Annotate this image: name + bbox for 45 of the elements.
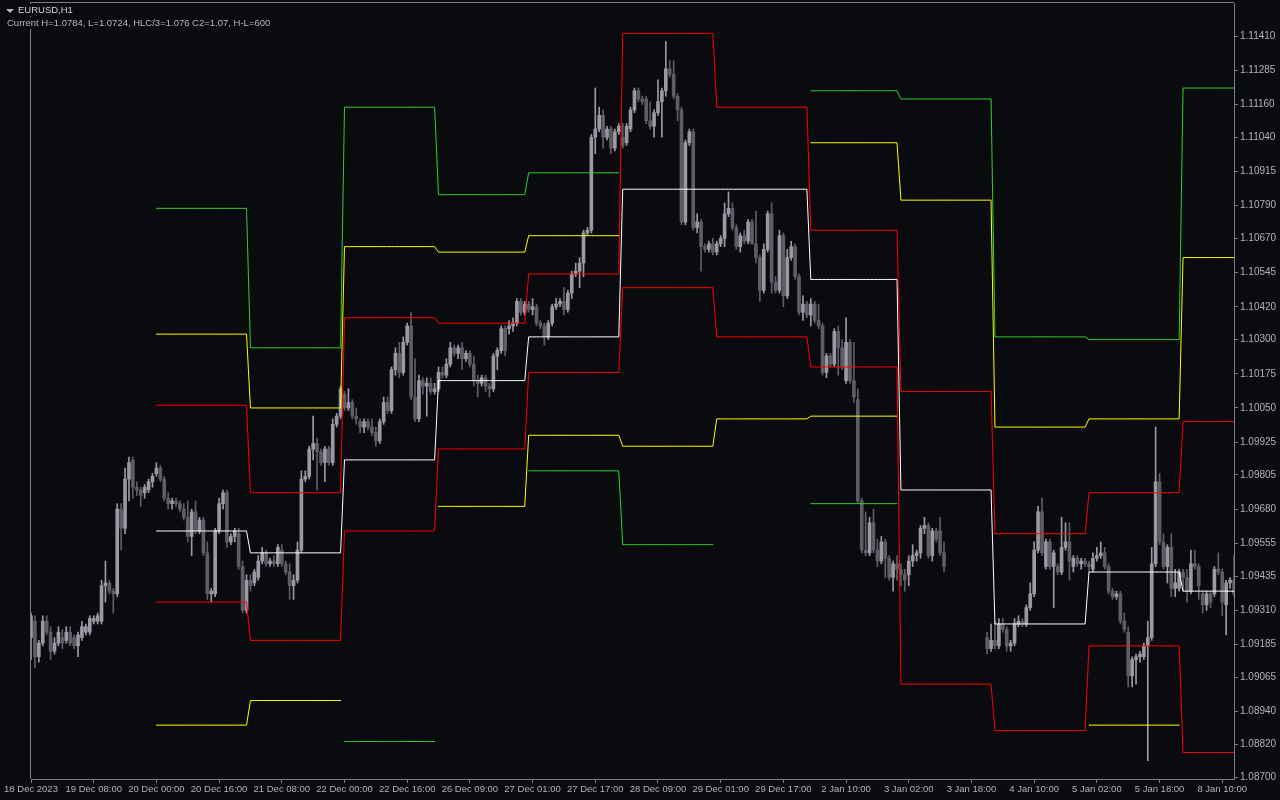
y-tick-label: 1.09680: [1240, 502, 1277, 514]
y-tick-label: 1.09805: [1240, 468, 1277, 480]
x-tick-label: 20 Dec 00:00: [128, 783, 185, 795]
x-tick-label: 28 Dec 09:00: [629, 783, 687, 795]
y-tick-label: 1.11285: [1240, 64, 1276, 76]
y-tick-label: 1.10175: [1240, 367, 1277, 379]
y-tick-label: 1.09065: [1240, 671, 1277, 683]
y-tick-label: 1.10420: [1240, 300, 1277, 312]
x-tick-label: 5 Jan 02:00: [1072, 783, 1122, 795]
x-tick-label: 3 Jan 02:00: [883, 783, 934, 795]
text: Current H=1.0784, L=1.0724, HLC/3=1.076 C2=1.07, H-L=600: [5, 17, 273, 29]
x-tick-label: 4 Jan 10:00: [1009, 783, 1059, 795]
y-tick-label: 1.08940: [1240, 705, 1277, 717]
y-tick-label: 1.10300: [1240, 333, 1277, 345]
y-tick-label: 1.11160: [1240, 98, 1276, 110]
y-tick-label: 1.09310: [1240, 604, 1277, 616]
y-tick-label: 1.10545: [1240, 266, 1277, 278]
chart-title: EURUSD,H1: [16, 4, 75, 16]
y-tick-label: 1.09925: [1240, 435, 1277, 447]
y-tick-label: 1.09435: [1240, 569, 1277, 581]
x-tick-label: 22 Dec 00:00: [316, 783, 373, 795]
y-tick-label: 1.08820: [1240, 738, 1277, 750]
y-tick-label: 1.10670: [1240, 232, 1277, 244]
y-tick-label: 1.10790: [1240, 199, 1277, 211]
x-tick-label: 21 Dec 08:00: [253, 783, 311, 795]
x-tick-label: 19 Dec 08:00: [65, 783, 122, 795]
y-tick-label: 1.09555: [1240, 537, 1277, 549]
y-tick-label: 1.10915: [1240, 165, 1277, 177]
x-tick-label: 2 Jan 10:00: [821, 783, 871, 795]
x-tick-label: 29 Dec 17:00: [755, 783, 812, 795]
x-tick-label: 3 Jan 18:00: [946, 783, 997, 795]
x-tick-label: 5 Jan 18:00: [1134, 783, 1185, 795]
y-tick-label: 1.10050: [1240, 401, 1277, 413]
x-tick-label: 26 Dec 09:00: [441, 783, 499, 795]
x-tick-label: 22 Dec 16:00: [378, 783, 436, 795]
x-tick-label: 20 Dec 16:00: [190, 783, 248, 795]
y-tick-label: 1.08700: [1240, 770, 1277, 782]
y-tick-label: 1.11040: [1240, 131, 1276, 143]
x-tick-label: 27 Dec 01:00: [504, 783, 561, 795]
y-tick-label: 1.09185: [1240, 638, 1277, 650]
x-tick-label: 29 Dec 01:00: [692, 783, 749, 795]
x-tick-label: 8 Jan 10:00: [1197, 783, 1248, 795]
x-tick-label: 27 Dec 17:00: [567, 783, 624, 795]
x-tick-label: 18 Dec 2023: [4, 783, 58, 795]
y-tick-label: 1.11410: [1240, 29, 1276, 41]
